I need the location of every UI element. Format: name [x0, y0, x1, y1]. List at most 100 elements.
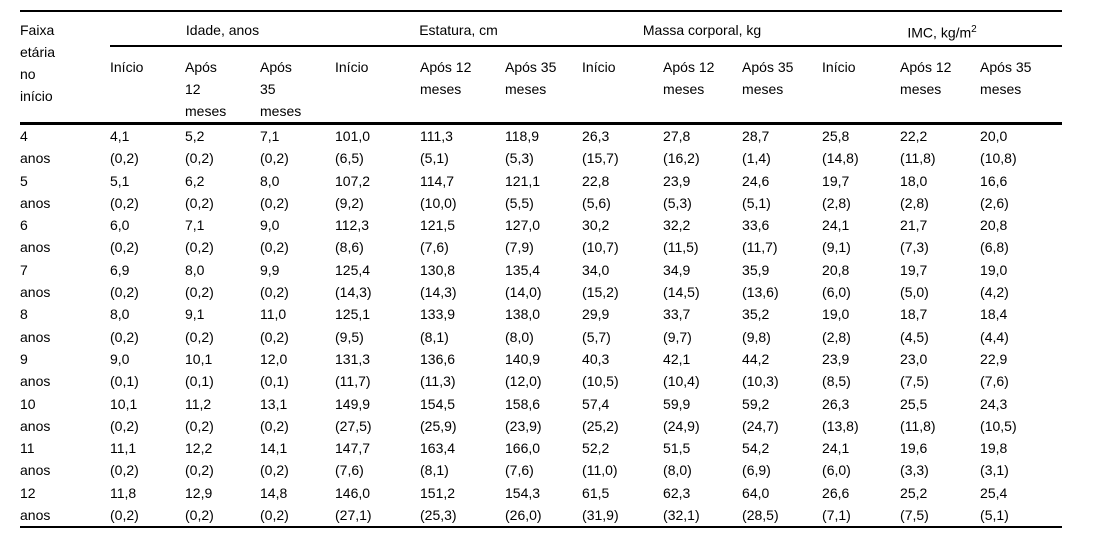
mean-cell: 18,0: [900, 172, 928, 189]
row-label-unit: anos: [20, 417, 51, 434]
data-row-means: 7 6,9 8,0 9,9 125,4 130,8 135,4 34,0 34,9 35,9 20,…: [20, 259, 1062, 281]
corner-header: Faixa etária no início: [20, 11, 110, 125]
row-label-age: 6: [20, 217, 28, 234]
sd-cell: (11,5): [663, 239, 699, 256]
mean-cell: 133,9: [420, 306, 456, 323]
sd-cell: (14,3): [420, 284, 457, 301]
mean-cell: 52,2: [582, 440, 610, 457]
mean-cell: 25,8: [822, 128, 850, 144]
sd-cell: (0,2): [260, 328, 289, 345]
mean-cell: 5,2: [185, 128, 205, 144]
mean-cell: 24,1: [822, 440, 850, 457]
mean-cell: 158,6: [505, 395, 541, 412]
sd-cell: (25,3): [420, 507, 457, 524]
data-row-means: 5 5,1 6,2 8,0 107,2 114,7 121,1 22,8 23,9 24,6 19,…: [20, 170, 1062, 192]
subheader-massa-apos-35: Após 35 meses: [742, 46, 823, 125]
mean-cell: 22,8: [582, 172, 610, 189]
mean-cell: 146,0: [335, 484, 371, 501]
mean-cell: 28,7: [742, 128, 770, 144]
mean-cell: 59,2: [742, 395, 770, 412]
mean-cell: 26,6: [822, 484, 850, 501]
mean-cell: 118,9: [505, 128, 539, 144]
sd-cell: (3,1): [980, 462, 1009, 479]
sd-cell: (5,3): [663, 194, 692, 211]
sd-cell: (25,2): [582, 417, 619, 434]
sd-cell: (10,5): [980, 417, 1017, 434]
subheader-idade-apos-12: Após 12 meses: [185, 46, 260, 125]
subheader-label: Após 12 meses: [420, 59, 472, 97]
sd-cell: (7,5): [900, 373, 929, 390]
mean-cell: 12,2: [185, 440, 213, 457]
data-row-means: 12 11,8 12,9 14,8 146,0 151,2 154,3 61,5 62,3 64,…: [20, 482, 1062, 504]
mean-cell: 35,9: [742, 261, 770, 278]
sd-cell: (0,1): [260, 373, 289, 390]
subheader-imc-apos-12: Após 12 meses: [900, 46, 981, 125]
sd-cell: (26,0): [505, 507, 542, 524]
row-label-age: 7: [20, 261, 28, 278]
sd-cell: (5,0): [900, 284, 929, 301]
mean-cell: 20,8: [822, 261, 850, 278]
data-row-sds: anos (0,1) (0,1) (0,1) (11,7) (11,3) (12,0) (10…: [20, 370, 1062, 392]
data-row-sds: anos (0,2) (0,2) (0,2) (27,1) (25,3) (26,0) (31…: [20, 504, 1062, 527]
sd-cell: (0,2): [260, 417, 289, 434]
sd-cell: (0,2): [260, 507, 289, 524]
mean-cell: 138,0: [505, 306, 541, 323]
mean-cell: 140,9: [505, 350, 541, 367]
sd-cell: (7,1): [822, 507, 851, 524]
sd-cell: (0,2): [110, 150, 139, 167]
mean-cell: 8,0: [185, 261, 205, 278]
mean-cell: 151,2: [420, 484, 456, 501]
row-label-unit: anos: [20, 284, 51, 301]
sd-cell: (4,2): [980, 284, 1009, 301]
mean-cell: 34,9: [663, 261, 691, 278]
row-label-unit: anos: [20, 150, 51, 167]
sd-cell: (7,9): [505, 239, 534, 256]
mean-cell: 24,3: [980, 395, 1008, 412]
sd-cell: (10,5): [582, 373, 619, 390]
data-row-sds: anos (0,2) (0,2) (0,2) (8,6) (7,6) (7,9) (10,7)…: [20, 236, 1062, 258]
mean-cell: 9,0: [260, 217, 280, 234]
corner-header-label: Faixa etária no início: [20, 22, 56, 104]
data-row-sds: anos (0,2) (0,2) (0,2) (27,5) (25,9) (23,9) (25…: [20, 415, 1062, 437]
sd-cell: (15,7): [582, 150, 619, 167]
sd-cell: (0,2): [260, 150, 289, 167]
mean-cell: 7,1: [260, 128, 280, 144]
subheader-estatura-apos-35: Após 35 meses: [505, 46, 583, 125]
mean-cell: 24,1: [822, 217, 850, 234]
mean-cell: 18,7: [900, 306, 928, 323]
sd-cell: (25,9): [420, 417, 457, 434]
data-row-sds: anos (0,2) (0,2) (0,2) (9,5) (8,1) (8,0) (5,7) (…: [20, 326, 1062, 348]
mean-cell: 8,0: [260, 172, 280, 189]
anthropometry-table: Faixa etária no início Idade, anos Estat…: [20, 10, 1063, 529]
row-label-age: 8: [20, 306, 28, 323]
sd-cell: (2,8): [822, 194, 851, 211]
row-label-age: 10: [20, 395, 36, 412]
mean-cell: 33,7: [663, 306, 691, 323]
mean-cell: 13,1: [260, 395, 288, 412]
data-row-sds: anos (0,2) (0,2) (0,2) (6,5) (5,1) (5,3) (15,7)…: [20, 147, 1062, 169]
group-header-imc-label: IMC, kg/m: [907, 24, 972, 41]
mean-cell: 61,5: [582, 484, 610, 501]
mean-cell: 112,3: [335, 217, 369, 234]
sd-cell: (8,1): [420, 328, 449, 345]
mean-cell: 23,9: [663, 172, 691, 189]
sd-cell: (9,7): [663, 328, 692, 345]
sd-cell: (7,6): [420, 239, 449, 256]
mean-cell: 147,7: [335, 440, 371, 457]
mean-cell: 59,9: [663, 395, 691, 412]
sd-cell: (0,2): [260, 462, 289, 479]
sd-cell: (9,2): [335, 194, 364, 211]
subheader-estatura-inicio: Início: [335, 46, 420, 125]
sd-cell: (24,9): [663, 417, 700, 434]
sd-cell: (2,8): [900, 194, 929, 211]
sd-cell: (27,1): [335, 507, 372, 524]
mean-cell: 33,6: [742, 217, 770, 234]
mean-cell: 35,2: [742, 306, 770, 323]
sd-cell: (27,5): [335, 417, 372, 434]
mean-cell: 166,0: [505, 440, 541, 457]
sd-cell: (11,8): [900, 417, 936, 434]
mean-cell: 29,9: [582, 306, 610, 323]
subheader-label: Após 12 meses: [900, 59, 952, 97]
group-header-estatura-label: Estatura, cm: [419, 22, 498, 38]
